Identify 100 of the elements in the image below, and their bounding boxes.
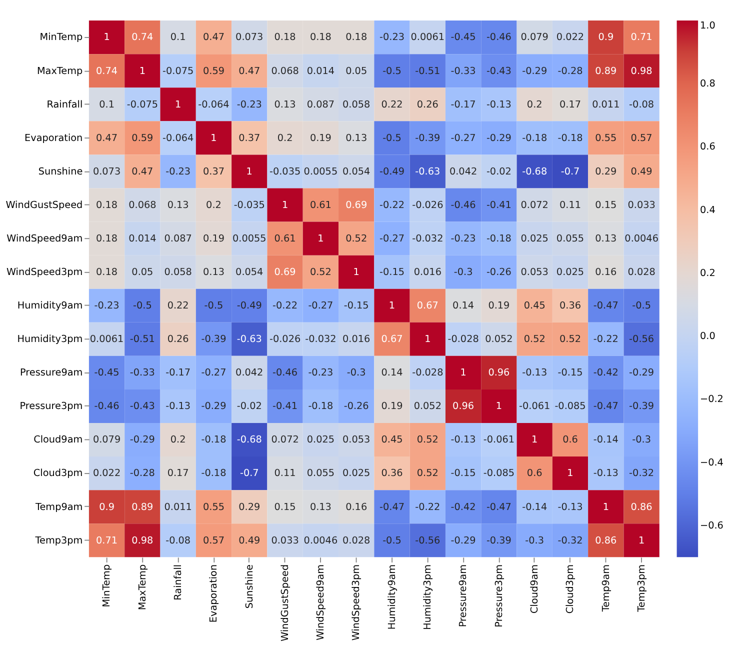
data-label: 0.022: [92, 468, 121, 480]
data-label: -0.22: [593, 334, 618, 346]
data-label: -0.51: [130, 334, 155, 346]
data-label: -0.17: [166, 368, 191, 379]
data-label: 0.025: [556, 266, 584, 278]
data-label: 0.11: [560, 200, 582, 211]
data-label: -0.15: [344, 300, 369, 312]
data-label: -0.23: [450, 233, 476, 244]
data-label: 0.22: [167, 300, 189, 312]
data-label: -0.064: [162, 132, 194, 144]
data-label: -0.18: [486, 233, 512, 244]
x-tick-label: WindGustSpeed: [280, 564, 291, 642]
data-label: 0.36: [381, 468, 403, 480]
data-label: -0.46: [94, 401, 120, 412]
data-label: -0.085: [483, 468, 515, 480]
data-label: -0.23: [236, 99, 262, 110]
data-label: -0.14: [593, 434, 618, 446]
data-label: 0.17: [167, 468, 189, 480]
data-label: 0.05: [346, 66, 368, 77]
data-label: 0.014: [306, 66, 335, 77]
x-tick-label: MinTemp: [102, 564, 113, 608]
data-label: 0.055: [306, 468, 335, 480]
x-tick-label: Pressure9am: [458, 564, 470, 628]
data-label: 0.072: [520, 200, 548, 211]
data-label: 0.11: [274, 468, 296, 480]
data-label: 0.9: [598, 32, 614, 44]
data-label: 0.0055: [232, 233, 266, 244]
data-label: 0.15: [595, 200, 617, 211]
data-label: 0.52: [346, 233, 368, 244]
data-label: 0.45: [524, 300, 546, 312]
data-label: -0.064: [198, 99, 230, 110]
data-label: -0.075: [126, 99, 158, 110]
data-label: 0.59: [202, 66, 224, 77]
y-tick-label: Rainfall: [46, 99, 83, 110]
data-label: 0.26: [167, 334, 189, 346]
data-label: 0.49: [630, 166, 652, 178]
color-bar-label: 0.2: [700, 268, 716, 279]
data-label: 0.022: [556, 32, 584, 44]
data-label: -0.27: [379, 233, 404, 244]
data-label: -0.026: [269, 334, 301, 346]
data-label: 0.55: [202, 502, 224, 513]
data-label: -0.56: [415, 535, 440, 546]
data-label: -0.29: [201, 401, 226, 412]
data-label: 0.033: [271, 535, 299, 546]
y-tick-label: WindSpeed3pm: [6, 266, 83, 278]
data-label: 0.19: [202, 233, 224, 244]
data-label: 0.13: [595, 233, 617, 244]
data-label: 0.59: [132, 132, 154, 144]
data-label: 0.89: [132, 502, 154, 513]
data-label: 1: [602, 502, 609, 513]
data-label: 0.2: [526, 99, 542, 110]
data-label: -0.46: [272, 368, 298, 379]
data-label: -0.42: [450, 502, 476, 513]
data-label: 0.52: [416, 468, 438, 480]
data-label: -0.29: [130, 434, 155, 446]
data-label: 0.042: [236, 368, 264, 379]
data-label: 0.47: [202, 32, 224, 44]
data-label: 0.96: [452, 401, 474, 412]
data-label: 0.025: [520, 233, 548, 244]
data-label: -0.061: [483, 434, 515, 446]
data-label: 0.068: [271, 66, 299, 77]
data-label: 1: [532, 434, 538, 446]
data-label: -0.18: [558, 132, 583, 144]
data-label: 0.073: [92, 166, 121, 178]
data-label: 0.011: [592, 99, 620, 110]
data-label: 0.072: [271, 434, 299, 446]
data-label: 0.98: [132, 535, 154, 546]
data-label: 0.16: [346, 502, 368, 513]
data-label: -0.075: [162, 66, 194, 77]
data-label: 0.14: [381, 368, 403, 379]
data-label: -0.5: [382, 66, 402, 77]
data-label: -0.3: [346, 368, 366, 379]
x-tick-label: Cloud3pm: [565, 564, 576, 614]
data-label: 0.053: [342, 434, 370, 446]
data-label: 0.47: [96, 132, 118, 144]
data-label: -0.63: [236, 334, 262, 346]
data-label: -0.028: [412, 368, 444, 379]
data-label: 1: [246, 166, 252, 178]
data-label: 0.29: [595, 166, 617, 178]
data-label: -0.27: [450, 132, 476, 144]
data-label: 1: [282, 200, 288, 211]
data-label: 0.19: [381, 401, 403, 412]
data-label: -0.45: [450, 32, 476, 44]
data-label: -0.3: [525, 535, 544, 546]
data-label: 0.98: [630, 66, 652, 77]
data-label: 0.19: [488, 300, 510, 312]
data-label: 0.13: [274, 99, 296, 110]
data-label: 0.74: [132, 32, 154, 44]
data-label: 0.052: [485, 334, 513, 346]
y-tick-label: Pressure3pm: [20, 401, 83, 412]
x-tick-label: Rainfall: [172, 564, 184, 600]
data-label: 0.079: [520, 32, 548, 44]
data-label: -0.02: [486, 166, 512, 178]
data-label: -0.29: [522, 66, 548, 77]
y-tick-label: Temp9am: [34, 502, 83, 513]
data-label: -0.026: [412, 200, 444, 211]
data-label: 0.15: [274, 502, 296, 513]
data-label: -0.02: [236, 401, 262, 412]
color-bar-label: −0.6: [700, 520, 724, 532]
data-label: 0.0061: [90, 334, 124, 346]
